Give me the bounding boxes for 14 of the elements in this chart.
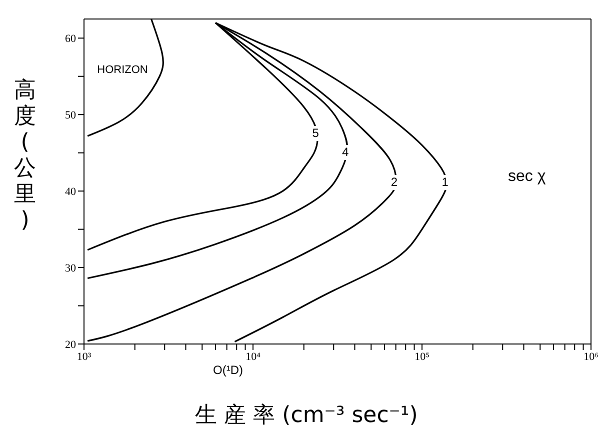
y-tick-label: 30	[65, 262, 76, 274]
x-tick-label: 10³	[76, 350, 92, 363]
y-tick-label: 40	[65, 186, 76, 198]
y-tick-label: 20	[65, 338, 76, 351]
y-tick-label: 60	[65, 33, 76, 46]
annotation: sec χ	[508, 168, 546, 186]
x-axis-title: 生 産 率 (cm⁻³ sec⁻¹)	[194, 402, 419, 430]
text: O(¹D)	[213, 363, 243, 377]
x-tick-label: 10⁶	[584, 350, 599, 363]
y-tick-label: 50	[65, 109, 76, 122]
x-tick-label: 10⁴	[246, 350, 261, 363]
y-axis-title: 高度(公里)	[13, 78, 37, 234]
series-label: HORIZON	[96, 63, 149, 78]
x-tick-label: 10⁵	[414, 350, 430, 363]
